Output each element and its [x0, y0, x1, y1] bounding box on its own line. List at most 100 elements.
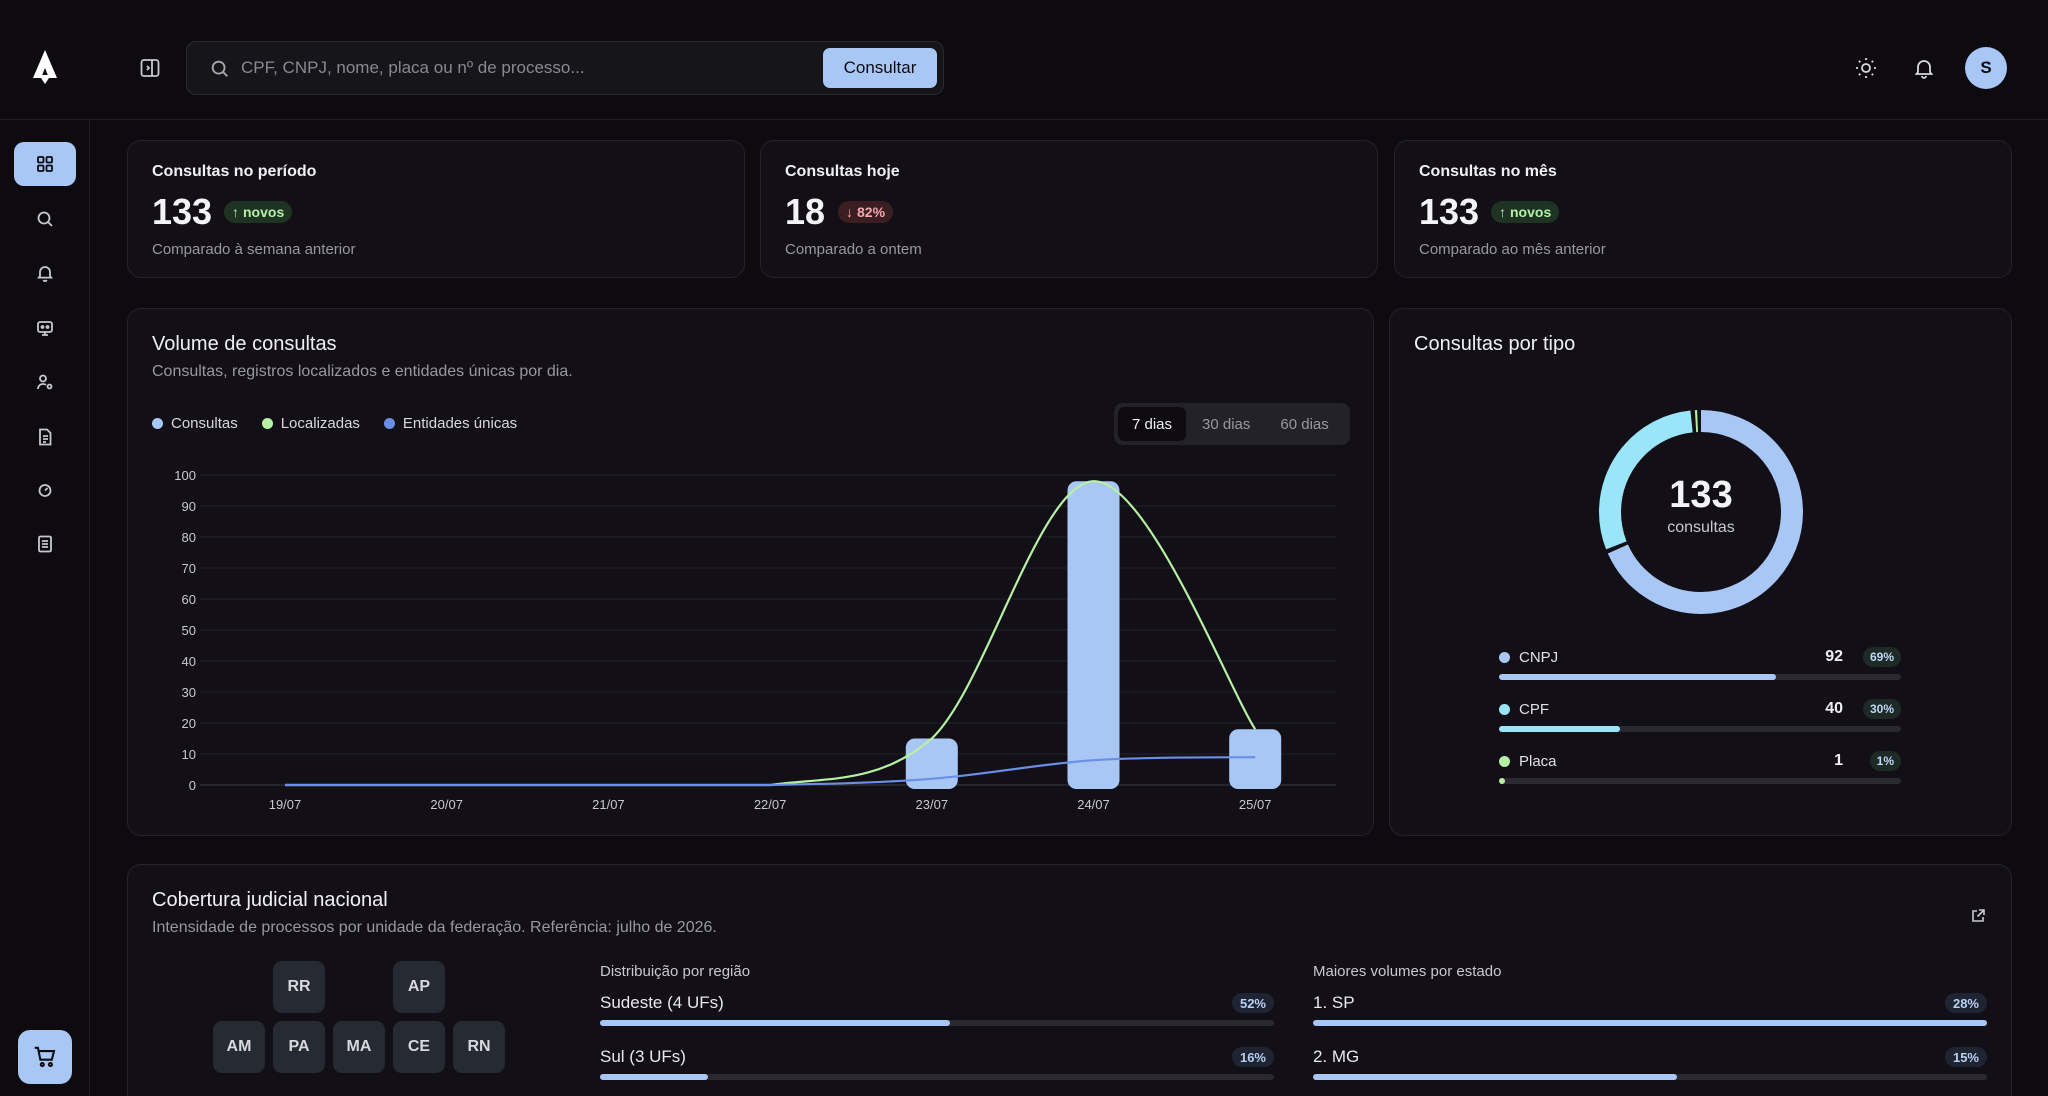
cart-button[interactable]: [18, 1030, 72, 1084]
tab-60-dias[interactable]: 60 dias: [1266, 407, 1342, 441]
tab-30-dias[interactable]: 30 dias: [1188, 407, 1264, 441]
x-tick-label: 21/07: [592, 797, 625, 812]
bar-consultas: [1229, 729, 1282, 789]
state-bar-fill: [1313, 1074, 1677, 1080]
state-label: Maiores volumes por estado: [1313, 963, 1502, 980]
rail-speed[interactable]: [14, 468, 76, 512]
top-bar: Consultar S: [0, 0, 2048, 120]
logo-icon[interactable]: [30, 48, 60, 86]
stat-value: 18: [785, 191, 826, 232]
x-tick-label: 23/07: [916, 797, 949, 812]
line-entidades-únicas: [285, 756, 1256, 787]
by-type-card: Consultas por tipo 133 consultas CNPJ 92…: [1389, 308, 2012, 836]
monitor-icon: [37, 321, 53, 336]
uf-ce[interactable]: CE: [393, 1021, 445, 1073]
volume-chart: 0 10 20 30 40 50 60 70 80 90 100 19/07 20/07 21/07 22/…: [174, 468, 1336, 812]
notes-icon: [38, 535, 52, 553]
y-tick-label: 60: [182, 592, 196, 607]
donut-label: consultas: [1667, 519, 1735, 536]
coverage-card: Cobertura judicial nacional Intensidade …: [127, 864, 2012, 1096]
chart-legend: Consultas Localizadas Entidades únicas: [152, 415, 517, 432]
type-bar-fill: [1499, 778, 1505, 784]
type-bar-fill: [1499, 674, 1777, 680]
y-tick-label: 0: [189, 778, 196, 793]
left-rail: [0, 120, 90, 1096]
cart-icon: [34, 1046, 56, 1068]
stat-badge: ↓ 82%: [838, 201, 894, 223]
region-label: Distribuição por região: [600, 963, 751, 980]
bell-icon[interactable]: [1912, 56, 1936, 80]
y-tick-label: 90: [182, 499, 196, 514]
volume-subtitle: Consultas, registros localizados e entid…: [152, 363, 573, 380]
bell-icon: [37, 266, 53, 282]
x-tick-label: 24/07: [1077, 797, 1110, 812]
y-tick-label: 100: [174, 468, 196, 483]
search-icon: [211, 60, 228, 77]
x-tick-label: 19/07: [269, 797, 302, 812]
coverage-title: Cobertura judicial nacional: [152, 889, 388, 911]
stat-card-month: Consultas no mês 133 ↑ novos Comparado ao…: [1394, 140, 2012, 278]
uf-ap[interactable]: AP: [393, 961, 445, 1013]
rail-monitor[interactable]: [14, 306, 76, 350]
x-tick-label: 25/07: [1239, 797, 1272, 812]
sidebar-toggle-icon[interactable]: [138, 56, 162, 80]
stat-title: Consultas hoje: [785, 163, 900, 180]
rail-users[interactable]: [14, 360, 76, 404]
type-bar-fill: [1499, 726, 1620, 732]
grid-icon: [37, 156, 53, 172]
y-tick-label: 50: [182, 623, 196, 638]
volume-title: Volume de consultas: [152, 333, 337, 355]
uf-am[interactable]: AM: [213, 1021, 265, 1073]
by-type-title: Consultas por tipo: [1414, 333, 1576, 355]
uf-rr[interactable]: RR: [273, 961, 325, 1013]
legend-entidades: Entidades únicas: [383, 415, 517, 432]
stat-card-period: Consultas no período 133 ↑ novos Comparad…: [127, 140, 745, 278]
consultar-button[interactable]: Consultar: [823, 48, 937, 88]
arrow-down-icon: ↓: [846, 204, 853, 220]
y-tick-label: 80: [182, 530, 196, 545]
legend-localizadas: Localizadas: [261, 415, 360, 432]
rail-reports[interactable]: [14, 415, 76, 459]
uf-rn[interactable]: RN: [453, 1021, 505, 1073]
stat-subtitle: Comparado à semana anterior: [152, 241, 356, 258]
uf-ma[interactable]: MA: [333, 1021, 385, 1073]
stat-subtitle: Comparado a ontem: [785, 241, 922, 258]
y-tick-label: 40: [182, 654, 196, 669]
tab-7-dias[interactable]: 7 dias: [1118, 407, 1187, 441]
stat-card-today: Consultas hoje 18 ↓ 82% Comparado a ontem: [760, 140, 1378, 278]
y-tick-label: 20: [182, 716, 196, 731]
stat-title: Consultas no mês: [1419, 163, 1557, 180]
donut-slice-cpf: [1599, 410, 1803, 614]
search-input[interactable]: [241, 52, 801, 84]
region-bar-fill: [600, 1020, 951, 1026]
arrow-up-icon: ↑: [232, 204, 239, 220]
external-link-icon[interactable]: [1969, 907, 1987, 925]
coverage-subtitle: Intensidade de processos por unidade da …: [152, 919, 717, 936]
rail-notes[interactable]: [14, 522, 76, 566]
stat-value: 133: [1419, 191, 1480, 232]
gauge-icon: [38, 484, 52, 497]
bar-consultas: [905, 738, 958, 789]
search-icon: [37, 211, 53, 227]
donut-slice-cnpj: [1599, 410, 1803, 614]
document-icon: [39, 428, 52, 446]
search-box: Consultar: [186, 41, 944, 95]
stat-subtitle: Comparado ao mês anterior: [1419, 241, 1606, 258]
arrow-up-icon: ↑: [1499, 204, 1506, 220]
bar-consultas: [1067, 481, 1120, 789]
rail-alerts[interactable]: [14, 251, 76, 295]
uf-pa[interactable]: PA: [273, 1021, 325, 1073]
y-tick-label: 10: [182, 747, 196, 762]
sun-icon[interactable]: [1854, 56, 1878, 80]
x-tick-label: 20/07: [430, 797, 463, 812]
region-bar-fill: [600, 1074, 708, 1080]
x-tick-label: 22/07: [754, 797, 787, 812]
donut-total: 133: [1669, 474, 1733, 516]
avatar[interactable]: S: [1965, 47, 2007, 89]
y-tick-label: 70: [182, 561, 196, 576]
rail-dashboard[interactable]: [14, 142, 76, 186]
range-tabs: 7 dias 30 dias 60 dias: [1114, 403, 1350, 445]
state-bar-fill: [1313, 1020, 1987, 1026]
rail-search[interactable]: [14, 197, 76, 241]
donut-chart: [1599, 410, 1803, 614]
